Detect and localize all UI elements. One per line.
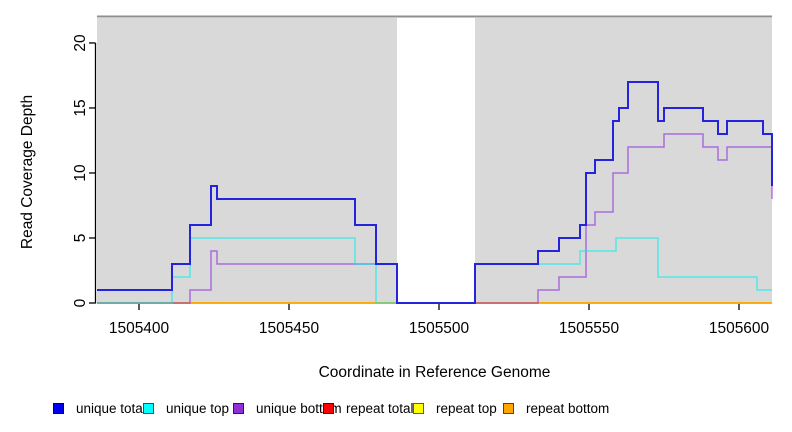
y-tick-label: 15 [72, 99, 89, 116]
y-tick-label: 0 [72, 298, 89, 307]
series-line-unique-bottom [97, 133, 773, 304]
masked-region-band [397, 18, 475, 303]
y-tick-label: 10 [72, 164, 89, 182]
y-tick-label: 20 [72, 34, 89, 52]
x-tick-label: 1505500 [409, 320, 470, 337]
x-axis-title: Coordinate in Reference Genome [318, 364, 551, 381]
y-axis-title: Read Coverage Depth [19, 94, 36, 250]
x-tick-label: 1505400 [109, 320, 170, 337]
x-tick-label: 1505600 [709, 320, 770, 337]
series-line-unique-total [97, 81, 773, 304]
x-tick-label: 1505550 [559, 320, 620, 337]
x-tick-label: 1505450 [259, 320, 320, 337]
y-tick-label: 5 [72, 234, 89, 243]
